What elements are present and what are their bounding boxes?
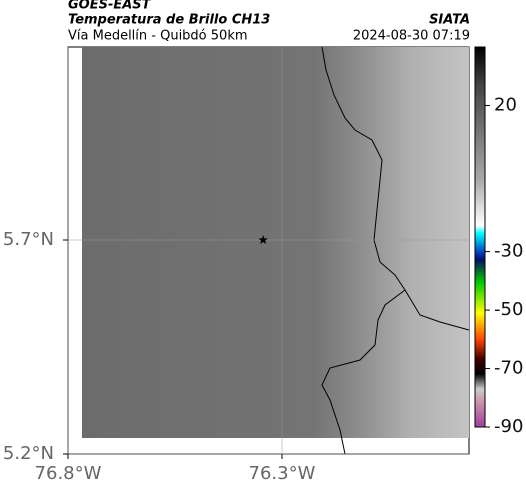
colorbar-tick-label: -70 — [494, 358, 523, 379]
satellite-image — [82, 47, 469, 438]
station-marker — [258, 235, 268, 245]
colorbar — [474, 46, 486, 428]
boundary — [321, 46, 470, 455]
subtitle: Temperatura de Brillo CH13 — [68, 13, 270, 28]
colorbar-tick-label: 20 — [494, 94, 517, 115]
colorbar-tick-label: -50 — [494, 299, 523, 320]
source: SIATA — [429, 13, 470, 28]
colorbar-tick-label: -90 — [494, 416, 523, 437]
y-tick-label: 5.7°N — [3, 229, 54, 250]
route: Vía Medellín - Quibdó 50km — [68, 29, 248, 44]
timestamp: 2024-08-30 07:19 — [353, 29, 470, 44]
colorbar-tick-label: -30 — [494, 241, 523, 262]
x-tick-label: 76.3°W — [249, 463, 316, 484]
x-tick-label: 76.8°W — [35, 463, 102, 484]
y-tick-label: 5.2°N — [3, 443, 54, 464]
title: GOES-EAST — [68, 0, 152, 13]
